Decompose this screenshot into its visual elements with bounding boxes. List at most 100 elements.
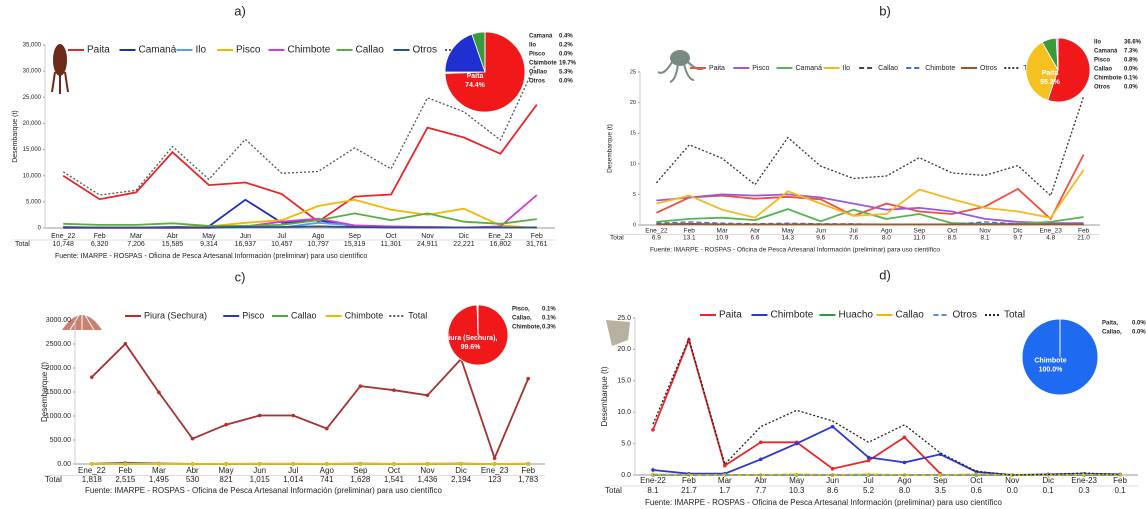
x-tick-label: Mar [152, 466, 166, 475]
x-tick-label: Ene_22 [645, 228, 668, 235]
table-total: 0.0 [1007, 486, 1019, 495]
table-total: 1,495 [149, 475, 170, 484]
legend-label: Total [1004, 310, 1025, 321]
series-line [656, 154, 1085, 221]
data-point [358, 462, 363, 466]
x-tick-label: Jul [849, 228, 858, 235]
pie-label: Pisco, [512, 307, 530, 313]
data-point [224, 462, 228, 466]
source-note: Fuente: IMARPE - ROSPAS - Oficina de Pes… [645, 498, 1002, 507]
data-point [392, 462, 396, 466]
pie-value-label: 7.3% [1124, 49, 1138, 55]
table-total: 10.9 [716, 235, 729, 242]
pie-value-label: 0.1% [1124, 76, 1138, 82]
x-tick-label: May [219, 466, 234, 475]
data-point [190, 462, 195, 466]
pie-label: Chimbote [1034, 358, 1066, 365]
y-tick-label: 15 [630, 131, 636, 137]
y-tick-label: 25 [630, 69, 636, 75]
pie-value-label: 0.1% [542, 316, 556, 322]
data-point [123, 462, 128, 466]
x-tick-label: Dic [455, 466, 467, 475]
y-tick-label: 25.0 [617, 315, 631, 322]
table-header: Total [605, 486, 622, 495]
y-tick-label: 0.0 [621, 472, 631, 479]
table-total: 10,797 [308, 241, 330, 248]
x-tick-label: Ene_23 [1040, 228, 1063, 235]
table-total: 5.2 [863, 486, 875, 495]
data-point [425, 462, 430, 466]
pie-label: Callao [529, 70, 547, 76]
legend-label: Ilo [196, 45, 207, 56]
table-total: 530 [186, 475, 200, 484]
panel-title: b) [879, 3, 891, 18]
x-tick-label: Ene_22 [78, 466, 106, 475]
pie-value-label: 0.3% [542, 325, 556, 331]
legend-label: Chimbote [925, 65, 955, 72]
pie-label: Chimbote [1094, 76, 1122, 82]
table-header: Total [610, 235, 624, 242]
legend-label: Otros [980, 65, 998, 72]
table-total: 6.9 [652, 235, 661, 242]
x-tick-label: Feb [118, 466, 132, 475]
data-point [492, 462, 497, 466]
x-tick-label: Dic [1042, 476, 1054, 485]
pie-label: Piura (Sechura), [444, 335, 498, 342]
x-tick-label: Jul [863, 476, 873, 485]
table-total: 6,320 [91, 241, 109, 248]
panel-title: d) [879, 267, 891, 282]
y-tick-label: 0.00 [57, 461, 71, 468]
pie-label: Camaná [1094, 49, 1118, 55]
table-total: 15,319 [344, 241, 366, 248]
table-total: 0.6 [971, 486, 983, 495]
x-tick-label: Mar [718, 476, 732, 485]
y-tick-label: 20,000 [23, 121, 42, 127]
data-point [758, 457, 763, 462]
series-line [63, 225, 537, 229]
y-tick-label: 0 [38, 226, 42, 232]
legend-label: Otros [953, 310, 977, 321]
table-total: 0.3 [1079, 486, 1091, 495]
y-tick-label: 2000.00 [46, 365, 71, 372]
x-tick-label: Feb [521, 466, 535, 475]
x-tick-label: Ago [312, 233, 325, 240]
data-point [291, 462, 296, 466]
legend-label: Chimbote [771, 310, 814, 321]
table-total: 7,206 [127, 241, 145, 248]
y-axis-label: Desembarque (t) [12, 110, 19, 163]
legend-label: Pisco [236, 45, 261, 56]
table-total: 10,457 [271, 241, 293, 248]
legend-label: Paita [87, 45, 110, 56]
table-total: 10.3 [789, 486, 805, 495]
y-axis-label: Desembarque (t) [40, 362, 49, 422]
x-tick-label: Jul [288, 466, 298, 475]
table-total: 123 [488, 475, 502, 484]
pie-label: Chimbote [529, 61, 557, 67]
pie-value-label: 0.0% [559, 52, 573, 58]
pie-value-label: 0.0% [1124, 85, 1138, 91]
y-tick-label: 5,000 [26, 199, 42, 205]
x-tick-label: Ago [897, 476, 912, 485]
x-tick-label: May [782, 228, 795, 235]
legend-label: Chimbote [288, 45, 331, 56]
y-tick-label: 5.0 [621, 440, 631, 447]
legend-label: Huacho [839, 310, 874, 321]
x-tick-label: Nov [979, 228, 991, 235]
x-tick-label: May [202, 233, 216, 240]
table-total: 31,761 [526, 241, 548, 248]
pie-label: Otros [529, 79, 546, 85]
table-total: 1.7 [719, 486, 731, 495]
series-line [656, 169, 1085, 219]
x-tick-label: Jun [240, 233, 251, 240]
panel-title: c) [235, 269, 246, 284]
legend-label: Paita [719, 310, 742, 321]
y-axis-label: Desembarque (t) [600, 366, 609, 426]
table-total: 11.0 [913, 235, 926, 242]
x-tick-label: Mar [717, 228, 729, 235]
x-tick-label: Nov [421, 233, 434, 240]
table-total: 14.3 [782, 235, 795, 242]
data-point [324, 462, 329, 466]
data-point [651, 468, 655, 472]
x-tick-label: Oct [970, 476, 983, 485]
x-tick-label: Abr [755, 476, 768, 485]
